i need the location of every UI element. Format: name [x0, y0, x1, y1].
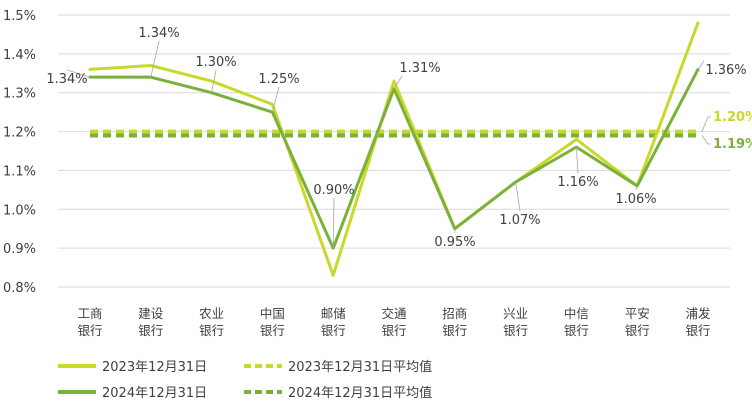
y-tick-label: 1.4%	[3, 48, 36, 63]
x-tick-label: 银行	[442, 323, 467, 338]
x-tick-label: 银行	[321, 323, 346, 338]
x-tick-label: 平安	[625, 306, 650, 321]
data-label: 1.30%	[195, 55, 236, 70]
x-tick-label: 兴业	[503, 306, 528, 321]
y-tick-label: 0.9%	[3, 242, 36, 257]
x-tick-label: 中国	[260, 306, 285, 321]
x-tick-label: 交通	[381, 306, 407, 321]
average-lines	[90, 129, 698, 138]
series-lines	[88, 21, 700, 277]
legend-label: 2024年12月31日平均值	[288, 385, 432, 401]
x-tick-label: 工商	[77, 306, 102, 321]
data-label-leader	[272, 86, 280, 113]
y-tick-label: 1.0%	[3, 203, 36, 218]
average-label: 1.20%	[713, 110, 752, 125]
data-label-leader	[576, 147, 579, 174]
data-label: 1.34%	[46, 72, 87, 87]
data-label-leader	[393, 75, 403, 90]
x-tick-label: 银行	[381, 323, 406, 338]
x-tick-label: 银行	[564, 323, 589, 338]
y-tick-label: 1.3%	[3, 87, 36, 102]
x-tick-label: 银行	[625, 323, 650, 338]
data-labels: 1.20% 1.19% 1.34% 1.34% 1.30% 1.25% 0.90% 1.31%…	[46, 26, 752, 250]
data-label-leader	[66, 69, 91, 78]
data-label-leader	[150, 40, 160, 78]
x-tick-label: 建设	[138, 306, 164, 321]
data-label: 1.07%	[499, 213, 540, 228]
x-tick-label: 招商	[442, 306, 467, 321]
average-label: 1.19%	[713, 137, 752, 152]
y-tick-label: 1.5%	[3, 9, 36, 24]
data-label: 1.25%	[258, 72, 299, 87]
data-label-leader	[635, 185, 638, 191]
y-tick-label: 1.2%	[3, 126, 36, 141]
data-label-leader	[211, 69, 217, 93]
data-label: 1.34%	[138, 26, 179, 41]
y-tick-label: 1.1%	[3, 164, 36, 179]
x-tick-label: 中信	[564, 306, 589, 321]
data-label-leader	[697, 60, 705, 70]
label-leader-lines	[66, 40, 711, 249]
x-tick-label: 银行	[260, 323, 285, 338]
x-tick-label: 浦发	[685, 306, 711, 321]
data-label: 0.90%	[313, 183, 354, 198]
legend-label: 2023年12月31日平均值	[288, 359, 432, 375]
x-tick-label: 银行	[199, 323, 224, 338]
data-label: 1.31%	[399, 61, 440, 76]
data-label: 0.95%	[434, 235, 475, 250]
gridlines	[58, 14, 730, 288]
data-label-leader	[515, 182, 521, 212]
data-label: 1.06%	[615, 192, 656, 207]
x-tick-label: 银行	[685, 323, 710, 338]
legend-label: 2023年12月31日	[102, 360, 207, 375]
x-tick-label: 银行	[77, 323, 102, 338]
x-tick-label: 农业	[199, 306, 224, 321]
series-line	[88, 67, 700, 250]
x-tick-label: 银行	[138, 323, 163, 338]
series-line	[88, 21, 700, 277]
average-label-leader	[701, 116, 711, 132]
y-tick-label: 0.8%	[3, 281, 36, 296]
x-tick-label: 银行	[503, 323, 528, 338]
legend: 2023年12月31日 2023年12月31日平均值 2024年12月31日 2024…	[58, 359, 432, 401]
data-label-leader	[332, 197, 335, 249]
x-tick-label: 邮储	[321, 306, 346, 321]
data-label: 1.36%	[705, 63, 746, 78]
average-label-leader	[701, 135, 711, 145]
data-label: 1.16%	[557, 175, 598, 190]
y-axis: 0.8% 0.9% 1.0% 1.1% 1.2% 1.3% 1.4% 1.5%	[3, 9, 36, 296]
legend-label: 2024年12月31日	[102, 386, 207, 401]
